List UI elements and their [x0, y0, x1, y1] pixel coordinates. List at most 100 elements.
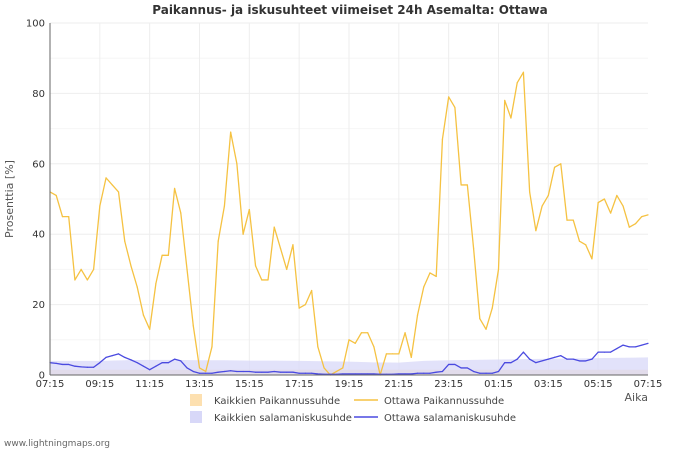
- data-point: [298, 307, 300, 309]
- data-point: [130, 265, 132, 267]
- data-point: [80, 268, 82, 270]
- data-point: [404, 332, 406, 334]
- data-point: [373, 373, 375, 375]
- data-point: [236, 370, 238, 373]
- data-point: [616, 194, 618, 197]
- data-point: [529, 358, 531, 360]
- x-tick-labels: 07:15 09:15 11:15 13:15 15:15 17:15 19:15 21:15…: [36, 379, 663, 390]
- data-point: [553, 166, 556, 168]
- data-point: [398, 373, 400, 375]
- data-point: [504, 99, 506, 102]
- data-point: [105, 356, 107, 358]
- x-tick-label: 19:15: [335, 379, 364, 390]
- legend-label: Kaikkien Paikannussuhde: [214, 396, 340, 407]
- data-point: [173, 187, 176, 190]
- data-point: [591, 358, 593, 360]
- data-point: [242, 233, 244, 235]
- data-point: [124, 356, 126, 358]
- data-point: [74, 279, 76, 281]
- data-point: [485, 372, 487, 374]
- data-point: [323, 367, 325, 369]
- data-point: [117, 191, 120, 193]
- data-point: [529, 191, 531, 193]
- data-point: [404, 373, 406, 375]
- data-point: [373, 346, 375, 348]
- data-point: [485, 328, 487, 330]
- data-point: [173, 358, 176, 360]
- y-tick-label: 80: [32, 89, 45, 100]
- data-point: [55, 194, 57, 197]
- data-point: [217, 240, 219, 242]
- data-point: [522, 351, 525, 353]
- data-point: [441, 138, 444, 140]
- data-point: [68, 363, 70, 366]
- data-point: [560, 355, 562, 357]
- data-point: [472, 247, 475, 249]
- x-tick-label: 13:15: [185, 379, 214, 390]
- data-point: [560, 163, 562, 165]
- line-series: [49, 71, 649, 376]
- data-point: [198, 372, 201, 374]
- data-point: [522, 71, 525, 73]
- data-point: [566, 219, 568, 221]
- data-point: [317, 346, 319, 348]
- data-point: [628, 346, 630, 348]
- data-point: [248, 370, 250, 373]
- data-point: [155, 282, 157, 285]
- data-point: [491, 307, 493, 309]
- data-point: [192, 370, 194, 373]
- data-point: [68, 216, 70, 218]
- x-tick-label: 11:15: [135, 379, 164, 390]
- data-point: [192, 325, 194, 327]
- y-tick-label: 60: [32, 159, 45, 170]
- data-point: [454, 363, 456, 366]
- data-point: [497, 370, 500, 373]
- data-point: [466, 184, 468, 186]
- data-point: [180, 360, 182, 362]
- data-point: [547, 194, 549, 197]
- data-point: [610, 212, 612, 214]
- data-point: [117, 353, 120, 355]
- data-point: [80, 366, 82, 368]
- y-tick-label: 20: [32, 300, 45, 311]
- data-point: [242, 370, 244, 373]
- data-point: [99, 362, 101, 364]
- data-point: [348, 339, 350, 341]
- data-point: [491, 372, 493, 374]
- data-point: [479, 318, 481, 320]
- legend-label: Ottawa Paikannussuhde: [384, 396, 504, 407]
- data-point: [155, 365, 157, 367]
- data-point: [423, 286, 425, 288]
- data-point: [298, 372, 300, 374]
- data-point: [248, 208, 250, 211]
- x-tick-label: 07:15: [36, 379, 65, 390]
- data-point: [572, 219, 574, 221]
- data-point: [510, 117, 512, 119]
- data-point: [292, 244, 294, 246]
- data-point: [167, 254, 169, 256]
- data-point: [354, 342, 356, 344]
- data-point: [597, 351, 599, 353]
- data-point: [510, 362, 512, 364]
- data-point: [360, 332, 363, 334]
- data-point: [335, 370, 338, 373]
- data-point: [516, 358, 518, 360]
- footer-credit[interactable]: www.lightningmaps.org: [4, 439, 110, 449]
- data-point: [622, 344, 624, 346]
- data-point: [61, 363, 64, 366]
- data-point: [273, 226, 275, 228]
- x-tick-label: 17:15: [285, 379, 314, 390]
- data-point: [448, 96, 450, 98]
- data-point: [628, 226, 630, 228]
- gridlines: [50, 22, 648, 375]
- data-point: [130, 359, 132, 361]
- data-point: [416, 314, 419, 316]
- data-point: [304, 372, 306, 374]
- data-point: [311, 289, 313, 292]
- x-tick-label: 03:15: [534, 379, 563, 390]
- data-point: [578, 240, 581, 242]
- data-point: [634, 223, 637, 225]
- data-point: [416, 372, 419, 374]
- data-point: [435, 371, 437, 373]
- x-tick-label: 15:15: [235, 379, 264, 390]
